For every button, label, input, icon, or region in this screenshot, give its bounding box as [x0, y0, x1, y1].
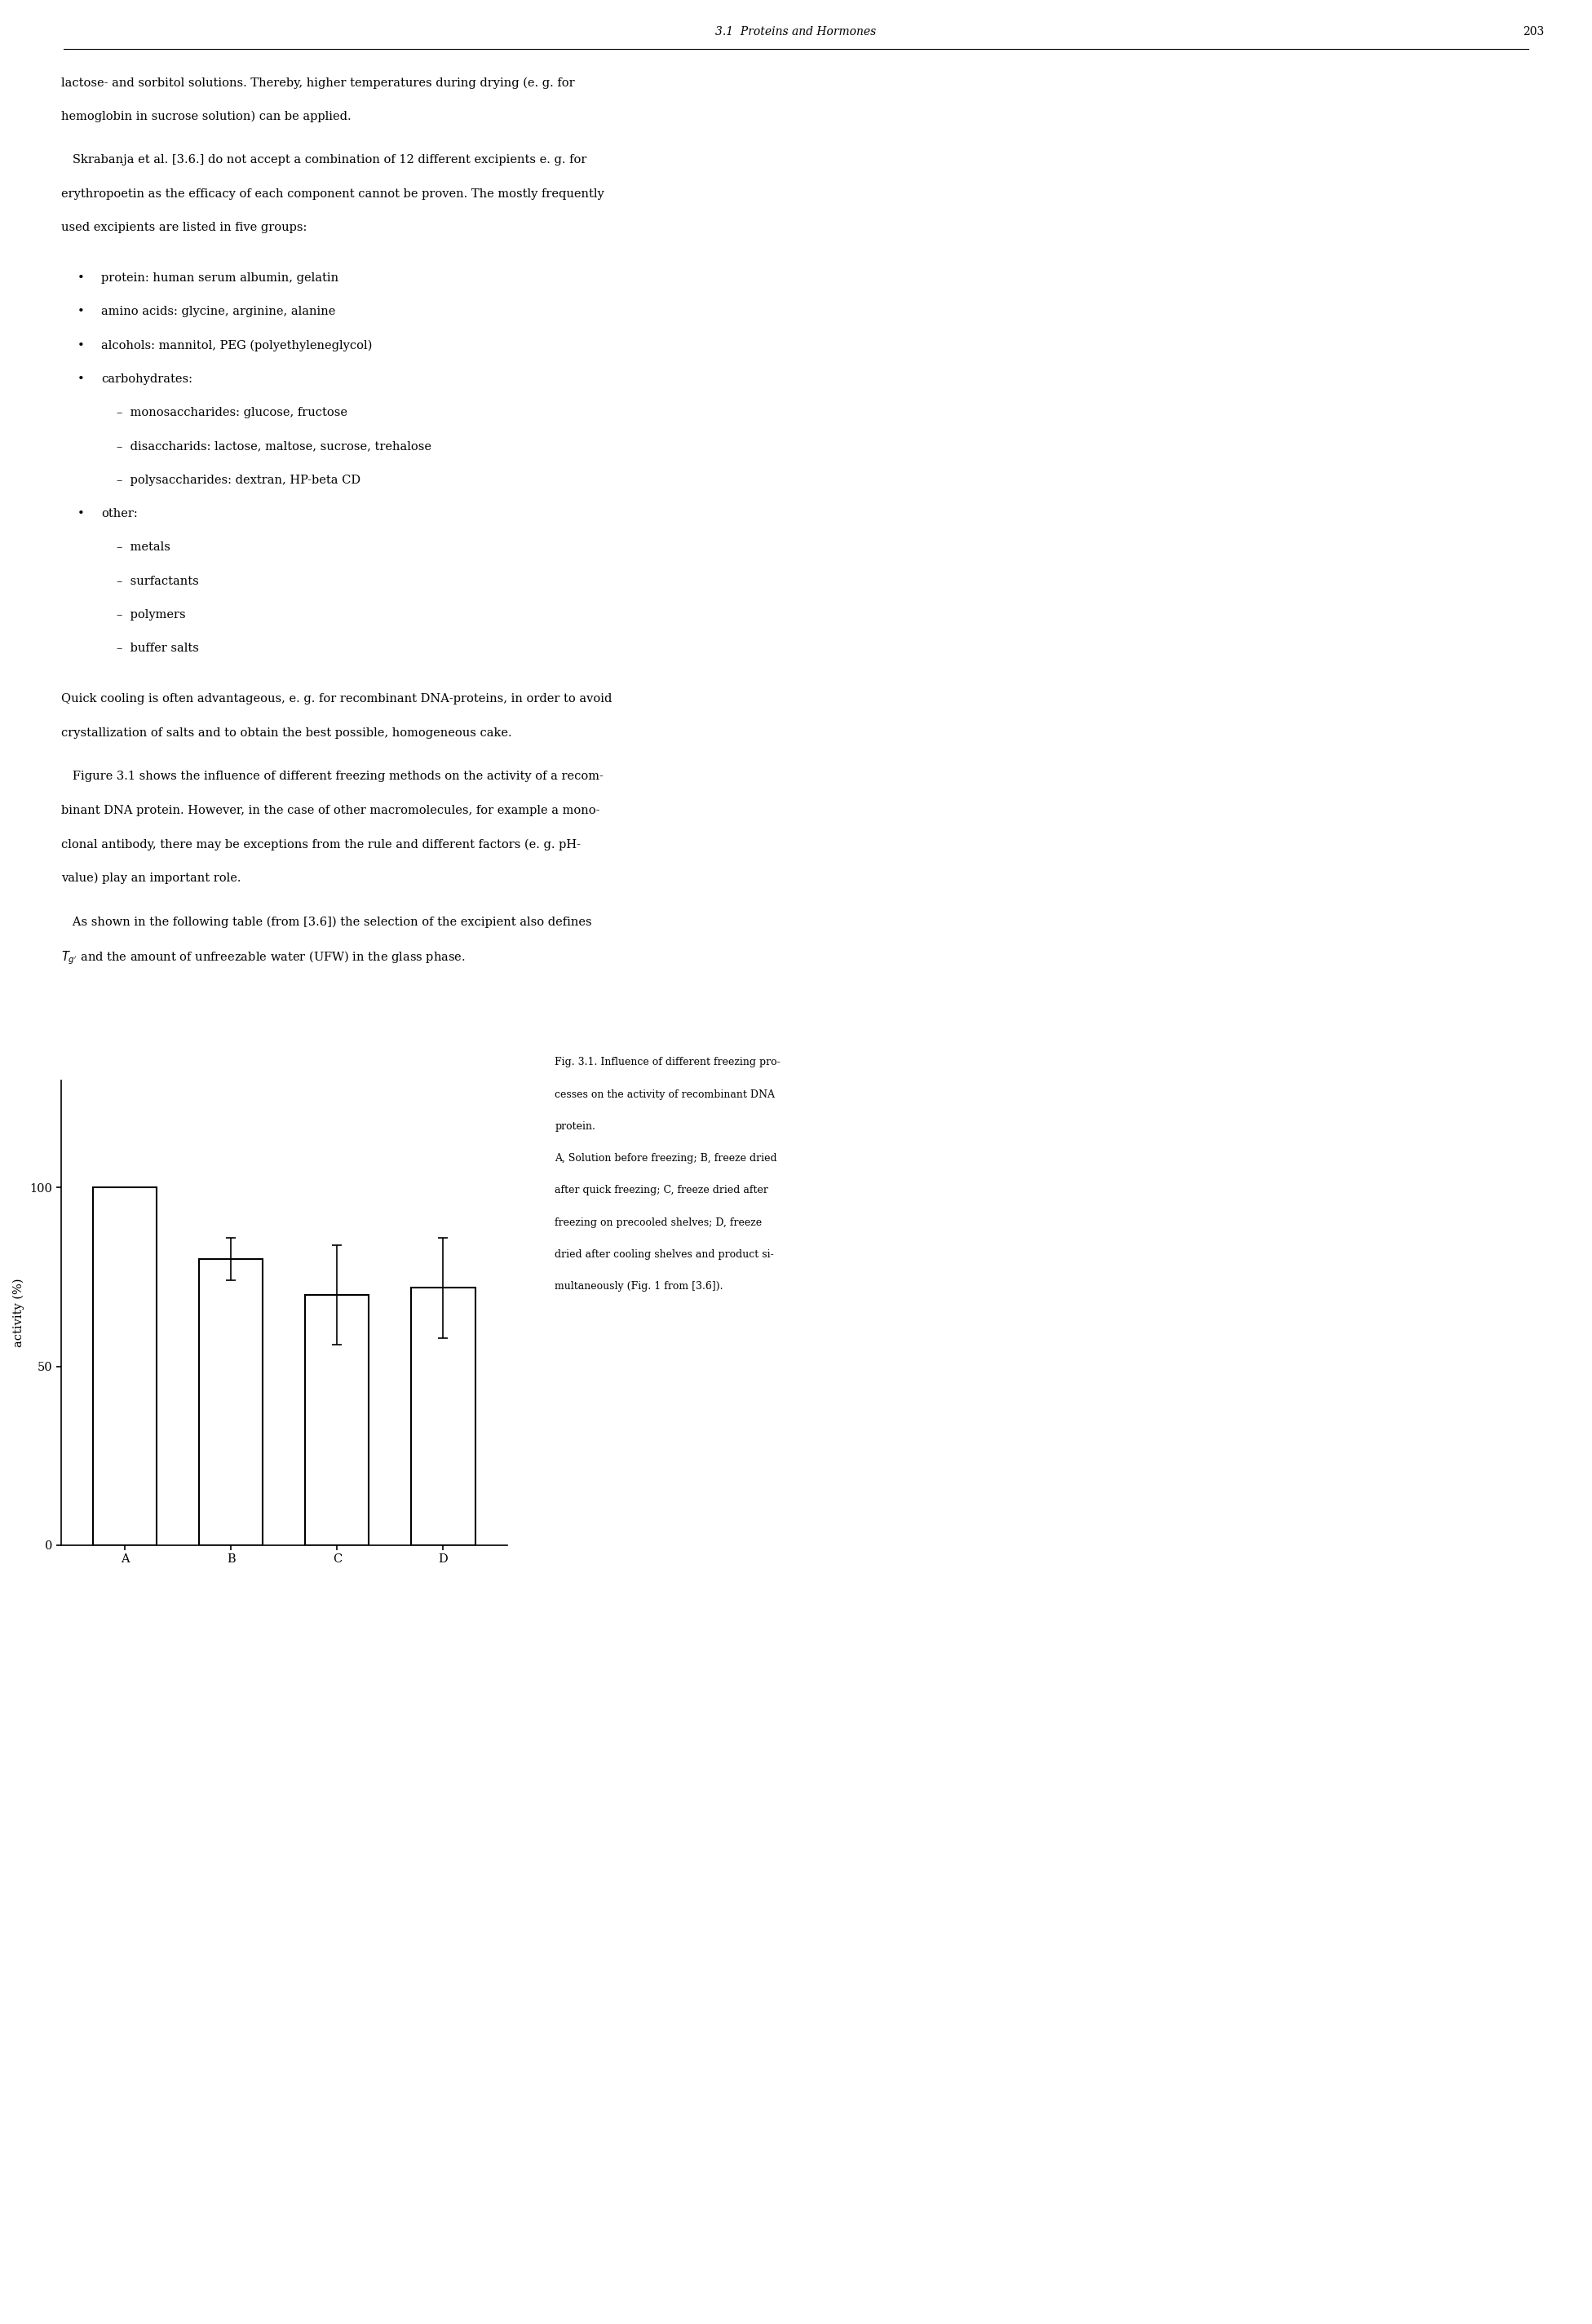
Text: used excipients are listed in five groups:: used excipients are listed in five group…: [60, 221, 307, 232]
Text: freezing on precooled shelves; D, freeze: freezing on precooled shelves; D, freeze: [554, 1218, 763, 1227]
Text: carbohydrates:: carbohydrates:: [100, 374, 193, 386]
Text: Skrabanja et al. [3.6.] do not accept a combination of 12 different excipients e: Skrabanja et al. [3.6.] do not accept a …: [60, 153, 587, 165]
Text: A, Solution before freezing; B, freeze dried: A, Solution before freezing; B, freeze d…: [554, 1153, 777, 1164]
Text: –  polysaccharides: dextran, HP-beta CD: – polysaccharides: dextran, HP-beta CD: [116, 474, 361, 486]
Bar: [92, 1188, 156, 1545]
Text: Figure 3.1 shows the influence of different freezing methods on the activity of : Figure 3.1 shows the influence of differ…: [60, 772, 603, 783]
Text: protein: human serum albumin, gelatin: protein: human serum albumin, gelatin: [100, 272, 339, 284]
Text: •: •: [76, 272, 84, 284]
Text: multaneously (Fig. 1 from [3.6]).: multaneously (Fig. 1 from [3.6]).: [554, 1281, 723, 1292]
Text: protein.: protein.: [554, 1120, 595, 1132]
Bar: [199, 1260, 263, 1545]
Text: Quick cooling is often advantageous, e. g. for recombinant DNA-proteins, in orde: Quick cooling is often advantageous, e. …: [60, 693, 611, 704]
Text: binant DNA protein. However, in the case of other macromolecules, for example a : binant DNA protein. However, in the case…: [60, 804, 600, 816]
Text: lactose- and sorbitol solutions. Thereby, higher temperatures during drying (e. : lactose- and sorbitol solutions. Thereby…: [60, 77, 575, 88]
Text: crystallization of salts and to obtain the best possible, homogeneous cake.: crystallization of salts and to obtain t…: [60, 727, 513, 739]
Text: –  buffer salts: – buffer salts: [116, 644, 199, 655]
Text: cesses on the activity of recombinant DNA: cesses on the activity of recombinant DN…: [554, 1090, 775, 1099]
Y-axis label: activity (%): activity (%): [13, 1278, 24, 1348]
Bar: [411, 1287, 474, 1545]
Text: –  monosaccharides: glucose, fructose: – monosaccharides: glucose, fructose: [116, 407, 347, 418]
Text: value) play an important role.: value) play an important role.: [60, 872, 240, 883]
Text: –  surfactants: – surfactants: [116, 576, 199, 588]
Text: $T_{g'}$ and the amount of unfreezable water (UFW) in the glass phase.: $T_{g'}$ and the amount of unfreezable w…: [60, 951, 465, 967]
Text: alcohols: mannitol, PEG (polyethyleneglycol): alcohols: mannitol, PEG (polyethylenegly…: [100, 339, 373, 351]
Text: dried after cooling shelves and product si-: dried after cooling shelves and product …: [554, 1250, 774, 1260]
Text: clonal antibody, there may be exceptions from the rule and different factors (e.: clonal antibody, there may be exceptions…: [60, 839, 581, 851]
Text: 3.1  Proteins and Hormones: 3.1 Proteins and Hormones: [715, 26, 877, 37]
Text: Fig. 3.1. Influence of different freezing pro-: Fig. 3.1. Influence of different freezin…: [554, 1057, 780, 1067]
Text: •: •: [76, 374, 84, 386]
Text: As shown in the following table (from [3.6]) the selection of the excipient also: As shown in the following table (from [3…: [60, 916, 592, 927]
Bar: [306, 1294, 369, 1545]
Text: •: •: [76, 307, 84, 318]
Text: –  polymers: – polymers: [116, 609, 186, 621]
Text: erythropoetin as the efficacy of each component cannot be proven. The mostly fre: erythropoetin as the efficacy of each co…: [60, 188, 603, 200]
Text: other:: other:: [100, 509, 137, 521]
Text: 203: 203: [1524, 26, 1544, 37]
Text: •: •: [76, 509, 84, 521]
Text: hemoglobin in sucrose solution) can be applied.: hemoglobin in sucrose solution) can be a…: [60, 112, 352, 123]
Text: amino acids: glycine, arginine, alanine: amino acids: glycine, arginine, alanine: [100, 307, 336, 318]
Text: –  disaccharids: lactose, maltose, sucrose, trehalose: – disaccharids: lactose, maltose, sucros…: [116, 442, 431, 453]
Text: –  metals: – metals: [116, 541, 170, 553]
Text: •: •: [76, 339, 84, 351]
Text: after quick freezing; C, freeze dried after: after quick freezing; C, freeze dried af…: [554, 1185, 769, 1197]
